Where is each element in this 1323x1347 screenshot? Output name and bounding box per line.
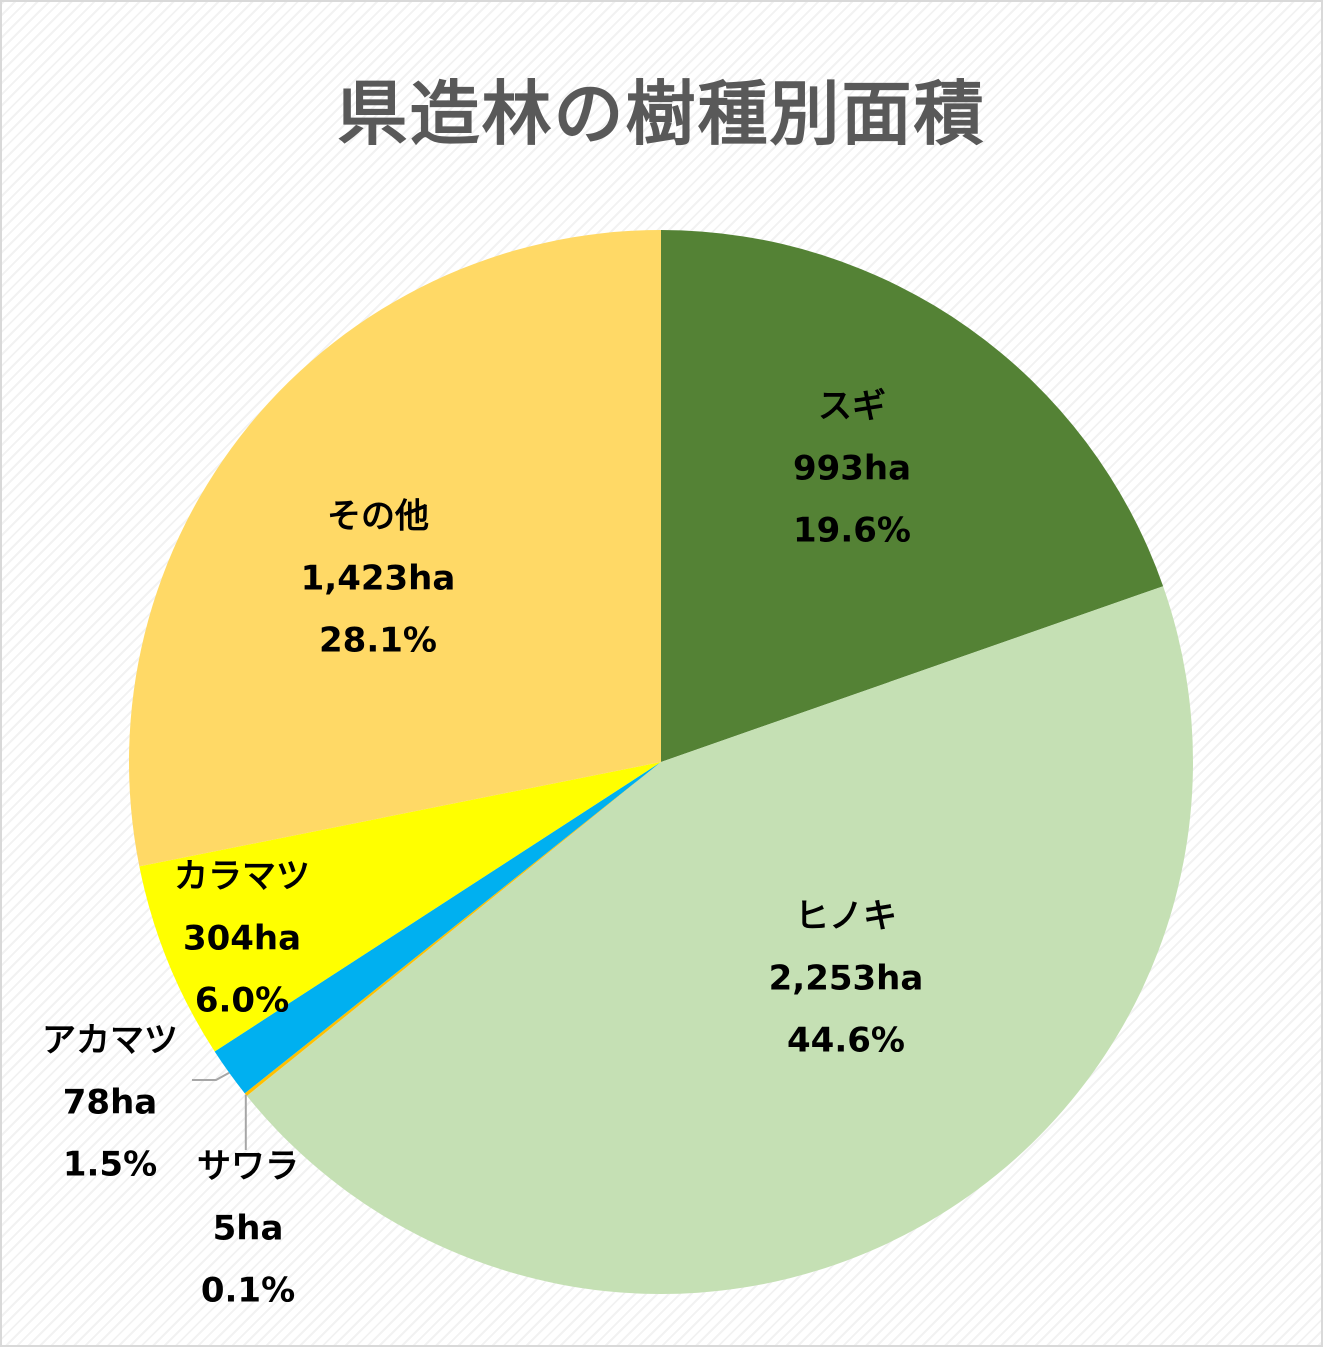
slice-label-value-label: 5ha: [213, 1209, 284, 1249]
slice-label-value-label: 2,253ha: [769, 959, 924, 999]
slice-label-percent-label: 6.0%: [195, 981, 289, 1021]
slice-label-value-label: 1,423ha: [301, 559, 456, 599]
slice-label-name: サワラ: [197, 1147, 299, 1187]
pie-slice: [128, 230, 661, 867]
slice-label-value-label: 78ha: [63, 1083, 157, 1123]
pie-slice: [214, 762, 661, 1094]
chart-title: 県造林の樹種別面積: [337, 73, 986, 155]
slice-label-name: カラマツ: [174, 857, 310, 897]
data-labels: スギ 993ha 19.6% ヒノキ 2,253ha 44.6% サワラ 5ha 0.1% アカマ…: [42, 387, 923, 1311]
slice-label-percent-label: 19.6%: [793, 511, 911, 551]
slice-label-value-label: 993ha: [793, 449, 911, 489]
slice-label-percent-label: 1.5%: [63, 1145, 157, 1185]
pie-slice: [246, 586, 1193, 1295]
pie-slice: [244, 762, 662, 1096]
slice-label-percent-label: 28.1%: [319, 621, 437, 661]
slice-label-percent-label: 0.1%: [201, 1271, 295, 1311]
leader-lines: [192, 1071, 247, 1150]
pie-slice: [661, 230, 1164, 762]
slice-label-name: アカマツ: [42, 1021, 178, 1061]
slice-label-name: その他: [327, 497, 429, 537]
slice-label-name: スギ: [818, 387, 886, 427]
pie-slice: [139, 762, 661, 1052]
slice-label-value-label: 304ha: [183, 919, 301, 959]
slice-label-name: ヒノキ: [795, 897, 897, 937]
leader-line: [192, 1071, 230, 1081]
pie-slices: [128, 230, 1193, 1295]
slice-label-percent-label: 44.6%: [787, 1021, 905, 1061]
